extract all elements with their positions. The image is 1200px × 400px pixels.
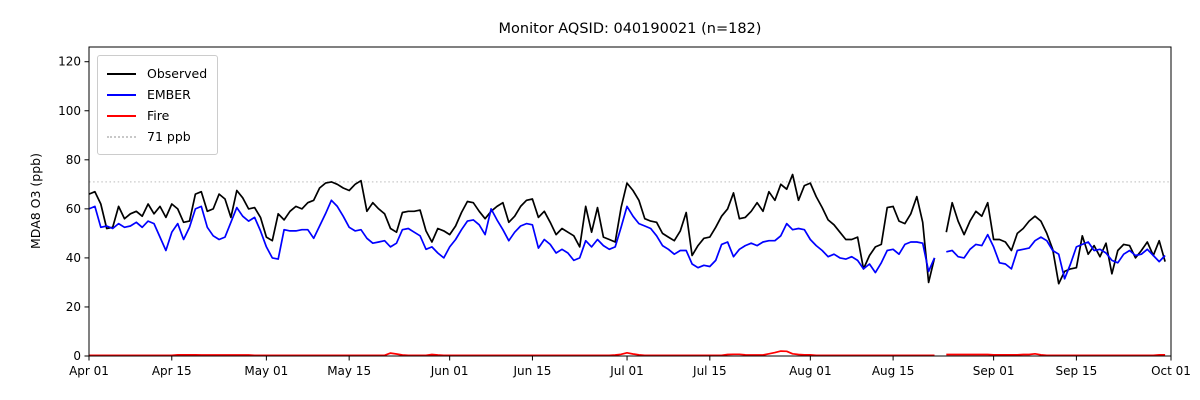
y-tick-label: 0 [73, 349, 81, 363]
legend-line-sample [107, 114, 136, 117]
plot-area: Apr 01 Apr 15 May 01 May 15 Jun 01 Jun 15 Jul … [58, 55, 1191, 378]
legend-label: EMBER [147, 87, 191, 102]
observed-line [88, 173, 1166, 285]
y-tick-label: 60 [66, 202, 81, 216]
legend-item-fire: Fire [107, 105, 207, 126]
x-tick-label: Sep 15 [1056, 364, 1098, 378]
x-tick-label: Jul 01 [609, 364, 644, 378]
y-tick-label: 20 [66, 300, 81, 314]
legend-label: 71 ppb [147, 129, 191, 144]
chart-title: Monitor AQSID: 040190021 (n=182) [499, 21, 762, 37]
fire-line [89, 350, 1166, 357]
y-tick-label: 100 [58, 104, 81, 118]
x-tick-label: Jun 01 [430, 364, 469, 378]
x-tick-label: Oct 01 [1151, 364, 1191, 378]
legend: Observed EMBER Fire 71 ppb [97, 55, 219, 155]
legend-line-sample [107, 72, 136, 75]
y-tick-label: 120 [58, 55, 81, 69]
x-tick-label: May 01 [244, 364, 288, 378]
axes-frame [88, 46, 1172, 357]
legend-line-sample [107, 135, 136, 138]
legend-item-71-ppb: 71 ppb [107, 126, 207, 147]
legend-label: Fire [147, 108, 170, 123]
legend-line-sample [107, 93, 136, 96]
legend-item-ember: EMBER [107, 84, 207, 105]
y-axis-label: MDA8 O3 (ppb) [28, 153, 43, 249]
x-tick-label: Aug 01 [789, 364, 832, 378]
x-tick-label: Sep 01 [973, 364, 1015, 378]
x-tick-label: Jun 15 [513, 364, 552, 378]
legend-label: Observed [147, 66, 208, 81]
x-tick-label: Aug 15 [872, 364, 915, 378]
x-tick-label: Apr 01 [69, 364, 109, 378]
x-tick-label: Apr 15 [152, 364, 192, 378]
y-tick-label: 80 [66, 153, 81, 167]
ember-line [88, 199, 1166, 280]
x-tick-label: May 15 [327, 364, 371, 378]
x-tick-label: Jul 15 [692, 364, 727, 378]
legend-item-observed: Observed [107, 63, 207, 84]
y-tick-label: 40 [66, 251, 81, 265]
